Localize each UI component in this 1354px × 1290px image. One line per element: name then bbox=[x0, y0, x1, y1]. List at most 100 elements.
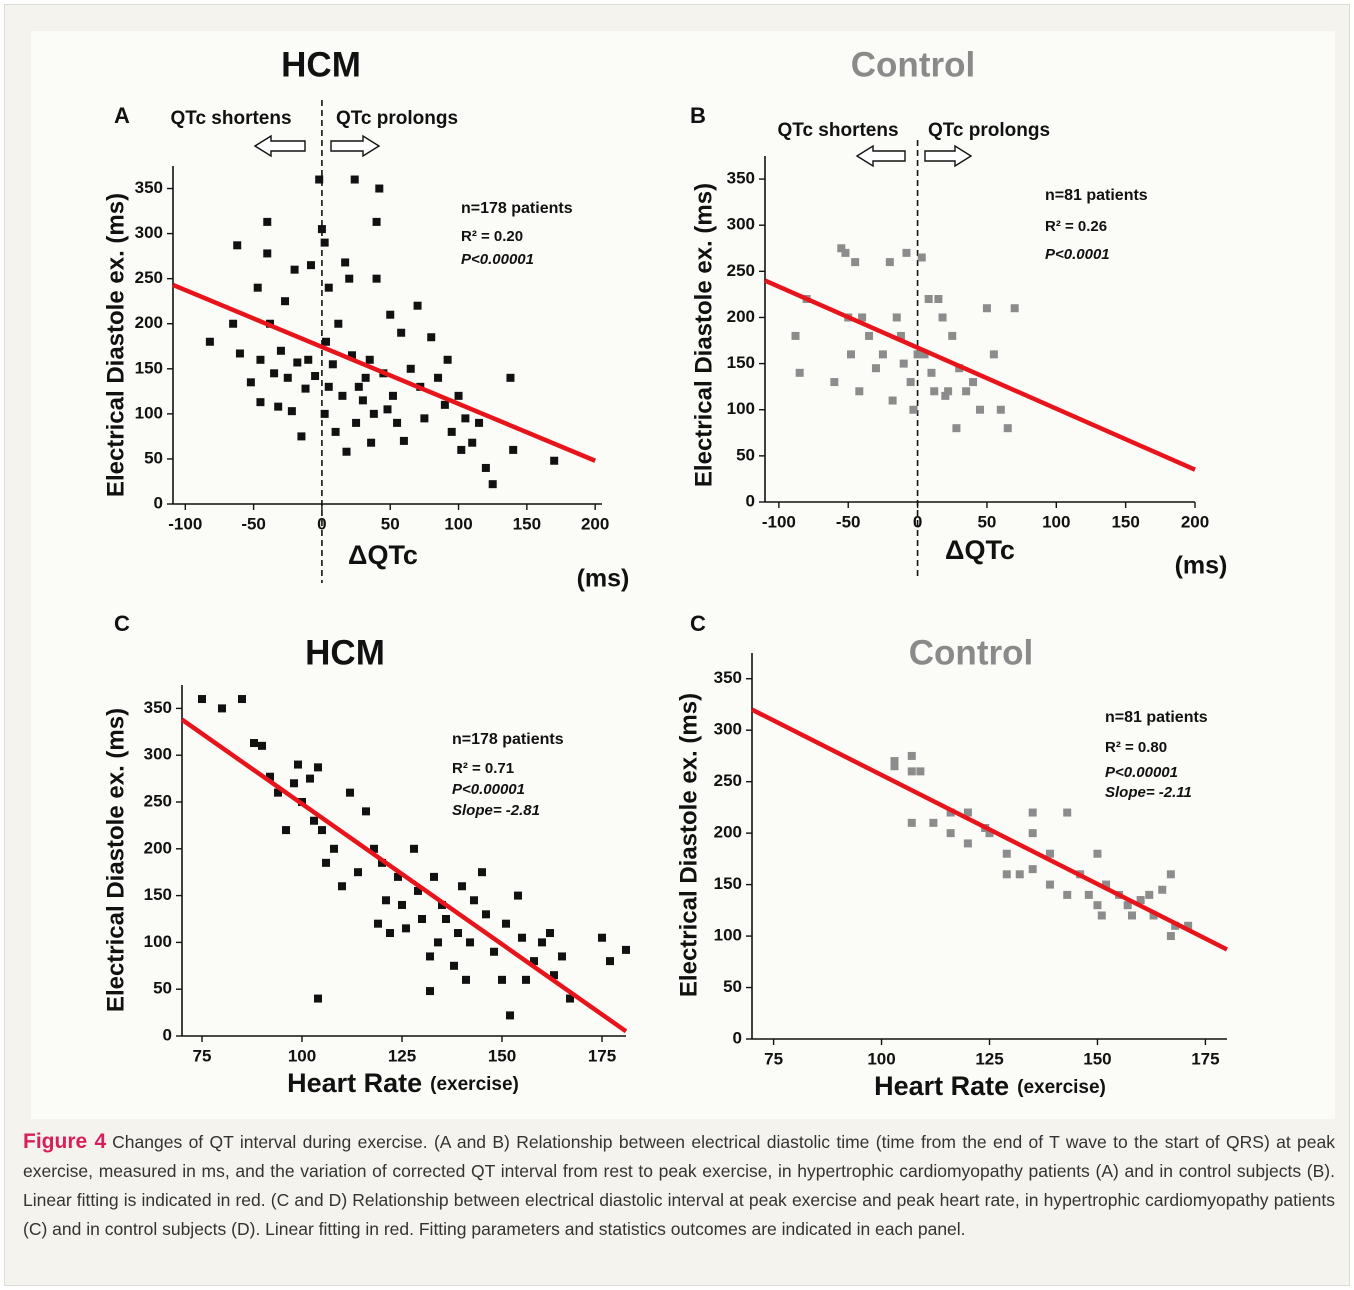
data-point bbox=[982, 304, 991, 313]
y-tick-label: 300 bbox=[135, 223, 163, 242]
y-tick-label: 200 bbox=[144, 838, 172, 857]
data-point bbox=[294, 760, 302, 769]
x-tick-label: 150 bbox=[513, 514, 541, 533]
data-point bbox=[322, 337, 331, 346]
data-point bbox=[238, 695, 246, 704]
x-tick-label: 0 bbox=[317, 514, 326, 533]
data-point bbox=[1028, 808, 1037, 817]
panel-title: Control bbox=[851, 45, 975, 84]
data-point bbox=[1002, 870, 1011, 879]
data-point bbox=[443, 355, 452, 364]
data-point bbox=[375, 184, 384, 193]
data-point bbox=[1045, 880, 1054, 889]
stat-text: n=178 patients bbox=[461, 200, 573, 217]
data-point bbox=[315, 175, 324, 184]
panel-label: C bbox=[114, 611, 130, 636]
data-point bbox=[345, 274, 354, 283]
data-point bbox=[885, 258, 894, 267]
data-point bbox=[837, 244, 846, 253]
data-point bbox=[442, 915, 450, 923]
y-tick-label: 150 bbox=[135, 358, 163, 377]
y-tick-label: 150 bbox=[714, 874, 742, 893]
data-point bbox=[352, 418, 361, 427]
y-tick-label: 350 bbox=[135, 178, 163, 197]
y-tick-label: 250 bbox=[714, 771, 742, 790]
stat-text: R² = 0.26 bbox=[1045, 218, 1107, 235]
x-tick-label: 150 bbox=[1083, 1049, 1111, 1068]
data-point bbox=[478, 868, 486, 877]
y-tick-label: 250 bbox=[727, 261, 755, 280]
annotation: QTc shortens bbox=[777, 120, 898, 141]
x-tick-label: 175 bbox=[1191, 1049, 1219, 1068]
data-point bbox=[461, 414, 470, 423]
data-point bbox=[946, 829, 955, 838]
data-point bbox=[290, 265, 299, 274]
y-tick-label: 250 bbox=[135, 268, 163, 287]
x-tick-label: -50 bbox=[836, 512, 861, 531]
charts: HCM A QTc shortens QTc prolongs n=178 patien… bbox=[31, 31, 1335, 1119]
data-point bbox=[622, 945, 630, 954]
data-point bbox=[388, 391, 397, 400]
data-point bbox=[1166, 870, 1175, 879]
data-point bbox=[414, 886, 422, 895]
data-point bbox=[276, 346, 285, 355]
data-point bbox=[281, 297, 290, 306]
x-axis-label: Heart Rate (exercise) bbox=[287, 1068, 519, 1098]
data-point bbox=[522, 975, 530, 984]
data-point bbox=[369, 409, 378, 418]
data-point bbox=[907, 767, 916, 776]
x-axis-label-main: ΔQTc bbox=[348, 540, 418, 570]
data-point bbox=[468, 438, 477, 447]
data-point bbox=[865, 331, 874, 340]
data-point bbox=[538, 938, 546, 947]
y-tick-label: 50 bbox=[736, 445, 755, 464]
data-point bbox=[498, 975, 506, 984]
y-tick-label: 150 bbox=[144, 885, 172, 904]
panel-title: HCM bbox=[281, 45, 361, 84]
data-point bbox=[304, 355, 313, 364]
x-tick-label: -50 bbox=[241, 514, 266, 533]
x-axis-label: ΔQTc bbox=[348, 540, 418, 570]
data-point bbox=[297, 432, 306, 441]
data-point bbox=[913, 350, 922, 359]
data-point bbox=[331, 427, 340, 436]
x-tick-label: 200 bbox=[581, 514, 609, 533]
x-axis-label: ΔQTc bbox=[945, 535, 1015, 565]
data-point bbox=[290, 779, 298, 788]
data-point bbox=[274, 402, 283, 411]
data-point bbox=[899, 359, 908, 368]
data-point bbox=[350, 175, 359, 184]
y-tick-label: 100 bbox=[144, 932, 172, 951]
panel-label: C bbox=[690, 611, 706, 636]
x-tick-label: 125 bbox=[388, 1046, 416, 1065]
data-point bbox=[514, 891, 522, 900]
caption-label: Figure 4 bbox=[23, 1130, 107, 1153]
data-point bbox=[383, 405, 392, 414]
data-point bbox=[1166, 932, 1175, 941]
caption: Figure 4 Changes of QT interval during ex… bbox=[23, 1127, 1335, 1244]
data-point bbox=[907, 751, 916, 760]
x-tick-label: 125 bbox=[975, 1049, 1003, 1068]
annotation: QTc prolongs bbox=[928, 120, 1050, 141]
data-point bbox=[410, 844, 418, 853]
data-point bbox=[274, 788, 282, 797]
data-point bbox=[909, 405, 918, 414]
y-tick-label: 350 bbox=[714, 668, 742, 687]
y-tick-label: 200 bbox=[714, 823, 742, 842]
data-point bbox=[342, 447, 351, 456]
fit-line bbox=[764, 278, 1196, 472]
y-tick-label: 200 bbox=[135, 313, 163, 332]
data-point bbox=[398, 900, 406, 909]
data-point bbox=[518, 933, 526, 942]
y-tick-label: 100 bbox=[135, 403, 163, 422]
data-point bbox=[906, 378, 915, 387]
data-point bbox=[263, 249, 272, 258]
data-point bbox=[976, 405, 984, 414]
y-tick-label: 50 bbox=[723, 977, 742, 996]
x-tick-label: 175 bbox=[588, 1046, 616, 1065]
panel-title: Control bbox=[909, 633, 1033, 672]
data-point bbox=[566, 994, 574, 1003]
data-point bbox=[841, 248, 850, 257]
data-point bbox=[791, 331, 800, 340]
x-tick-label: 100 bbox=[288, 1046, 316, 1065]
